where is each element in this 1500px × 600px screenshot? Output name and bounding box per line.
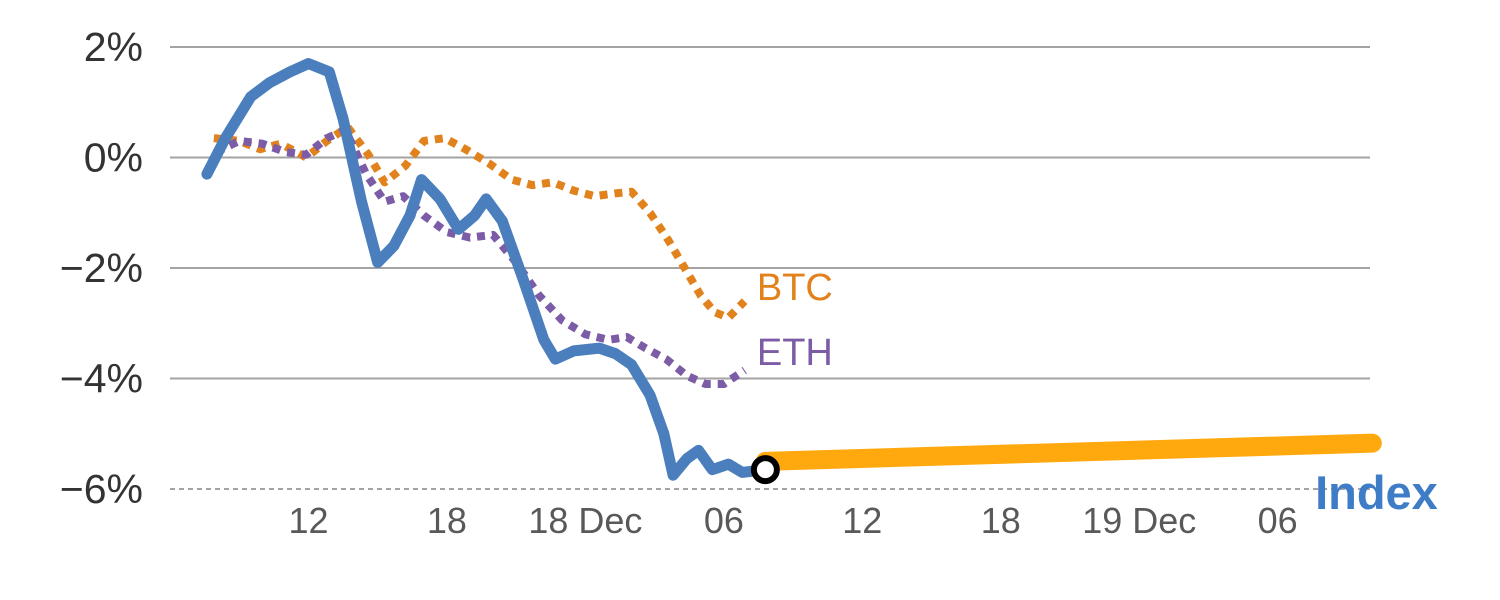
x-axis-tick-label: 06 [1258, 500, 1298, 541]
series-label-index: Index [1315, 466, 1438, 519]
series-label-eth: ETH [757, 332, 833, 374]
x-axis-tick-label: 18 [981, 500, 1021, 541]
y-axis-tick-label: 2% [84, 24, 143, 70]
x-axis-tick-label: 12 [288, 500, 328, 541]
x-axis-tick-label: 18 Dec [528, 500, 642, 541]
y-axis-tick-label: −4% [60, 356, 143, 402]
series-eth-line [214, 125, 747, 389]
series-index-projection-line [755, 433, 1382, 471]
latest-point-marker [750, 455, 780, 485]
series-index-line [201, 58, 771, 481]
series-label-btc: BTC [757, 267, 833, 309]
x-axis-tick-label: 06 [704, 500, 744, 541]
y-axis-tick-label: −2% [60, 245, 143, 291]
y-axis-tick-label: 0% [84, 135, 143, 181]
x-axis-tick-label: 12 [842, 500, 882, 541]
x-axis-tick-label: 18 [427, 500, 467, 541]
y-axis-tick-label: −6% [60, 466, 143, 512]
x-axis-tick-label: 19 Dec [1082, 500, 1196, 541]
